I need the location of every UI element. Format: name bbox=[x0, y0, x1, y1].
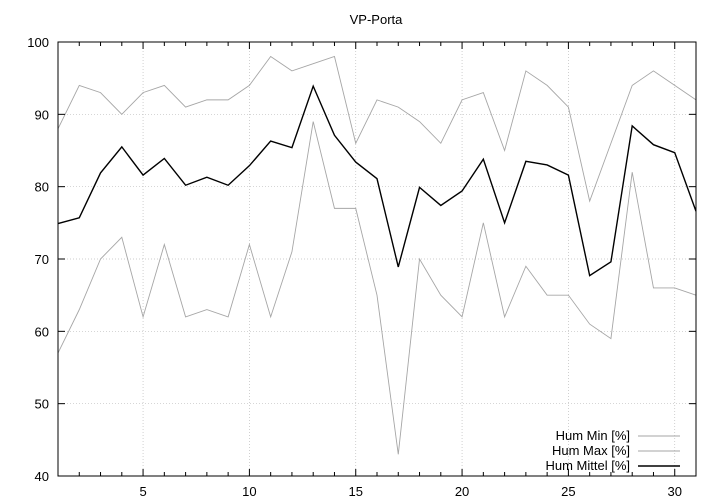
y-tick-label: 90 bbox=[35, 107, 49, 122]
series-line-1 bbox=[57, 55, 697, 203]
y-tick-label: 40 bbox=[35, 469, 49, 484]
axis-ticks: 40 50 60 70 80 90 100 5 10 15 20 25 30 bbox=[27, 35, 696, 499]
y-tick-label: 100 bbox=[27, 35, 49, 50]
legend-label-0: Hum Min [%] bbox=[556, 428, 630, 443]
x-tick-label: 25 bbox=[561, 484, 575, 499]
legend-label-2: Hum Mittel [%] bbox=[545, 458, 630, 473]
y-tick-label: 80 bbox=[35, 180, 49, 195]
y-tick-label: 60 bbox=[35, 324, 49, 339]
y-tick-label: 50 bbox=[35, 397, 49, 412]
legend-label-1: Hum Max [%] bbox=[552, 443, 630, 458]
y-tick-label: 70 bbox=[35, 252, 49, 267]
grid bbox=[58, 42, 696, 476]
x-tick-label: 20 bbox=[455, 484, 469, 499]
legend: Hum Min [%]Hum Max [%]Hum Mittel [%] bbox=[545, 428, 680, 473]
x-tick-label: 10 bbox=[242, 484, 256, 499]
x-tick-label: 15 bbox=[348, 484, 362, 499]
x-tick-label: 30 bbox=[667, 484, 681, 499]
series-layer bbox=[57, 55, 697, 455]
chart-title: VP-Porta bbox=[350, 12, 404, 27]
series-line-0 bbox=[57, 121, 697, 455]
x-tick-label: 5 bbox=[139, 484, 146, 499]
series-line-2 bbox=[57, 84, 697, 277]
